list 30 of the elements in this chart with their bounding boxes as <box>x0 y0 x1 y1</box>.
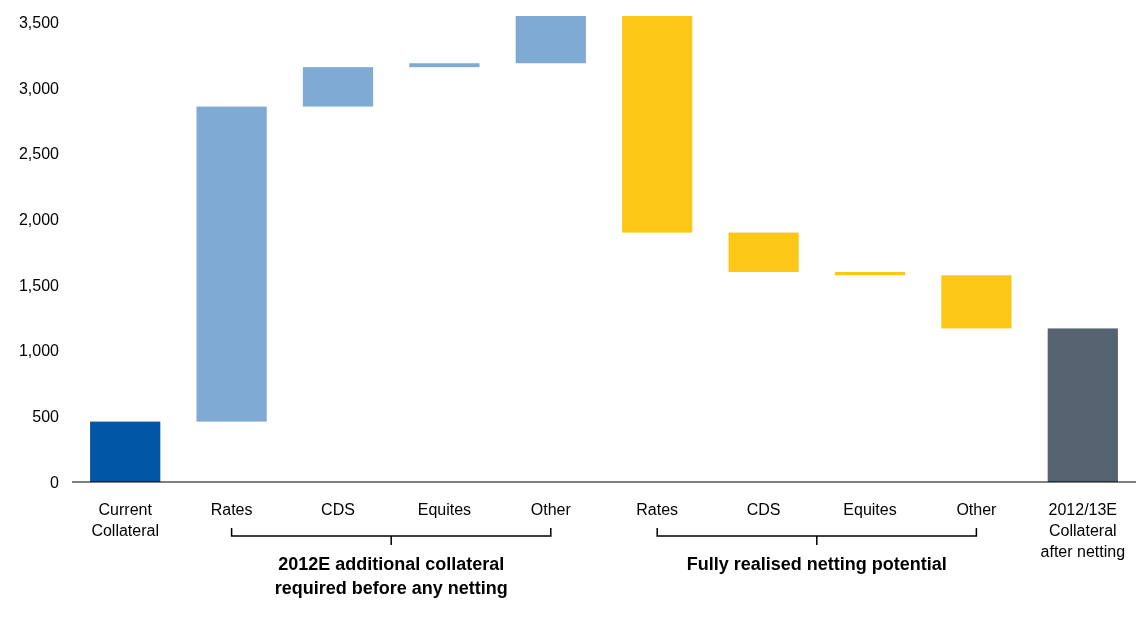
bar <box>90 421 161 482</box>
bar <box>622 16 693 233</box>
y-tick-label: 2,000 <box>18 211 60 229</box>
y-tick-label: 0 <box>50 473 60 491</box>
bar <box>409 63 480 68</box>
x-tick-label: CDS <box>321 501 355 518</box>
y-tick-label: 500 <box>32 407 60 425</box>
x-tick-label: Current Collateral <box>91 501 159 539</box>
x-tick-label: 2012/13E Collateral after netting <box>1040 501 1126 560</box>
bar <box>196 106 267 422</box>
y-tick-label: 3,500 <box>18 14 60 32</box>
bar <box>834 271 906 276</box>
bar <box>515 16 586 64</box>
x-tick-label: Rates <box>636 501 679 518</box>
y-tick-label: 2,500 <box>18 145 60 163</box>
x-tick-label: CDS <box>746 501 781 518</box>
text: 2012E additional collateral required before any netting <box>274 554 508 598</box>
y-tick-label: 1,000 <box>18 342 60 360</box>
x-tick-label: Equites <box>417 501 472 518</box>
bar <box>1047 328 1118 482</box>
x-tick-label: Equites <box>843 501 897 518</box>
bar <box>728 232 799 272</box>
y-tick-label: 1,500 <box>18 276 60 294</box>
bar <box>941 275 1012 329</box>
y-tick-label: 3,000 <box>18 79 60 97</box>
bar <box>302 67 374 107</box>
x-tick-label: Other <box>530 501 572 518</box>
x-tick-label: Other <box>956 501 998 518</box>
text: Fully realised netting potential <box>686 554 947 574</box>
x-tick-label: Rates <box>210 501 253 518</box>
